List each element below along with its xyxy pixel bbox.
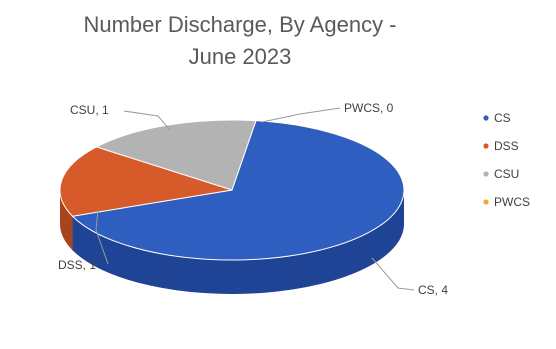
pie-slice-cs bbox=[71, 120, 405, 261]
chart-title-line-1: Number Discharge, By Agency - bbox=[83, 12, 397, 37]
leader-line-csu bbox=[123, 110, 171, 131]
legend-label-cs: CS bbox=[494, 111, 511, 125]
chart-title-line-2: June 2023 bbox=[188, 44, 292, 69]
legend-marker-cs bbox=[483, 115, 489, 121]
data-label-csu: CSU, 1 bbox=[70, 103, 109, 117]
legend-marker-pwcs bbox=[483, 199, 489, 205]
legend-label-pwcs: PWCS bbox=[494, 195, 530, 209]
legend-label-dss: DSS bbox=[494, 139, 519, 153]
pie-slice-dss bbox=[59, 146, 233, 217]
pie-slice-csu bbox=[95, 119, 257, 191]
leader-line-cs bbox=[371, 257, 415, 291]
pie-side-cs bbox=[72, 190, 404, 294]
leader-line-pwcs bbox=[261, 107, 341, 123]
pie-side-dss bbox=[60, 190, 73, 251]
data-label-pwcs: PWCS, 0 bbox=[344, 101, 394, 115]
leader-line-dss bbox=[95, 209, 109, 265]
data-label-cs: CS, 4 bbox=[418, 283, 448, 297]
data-label-dss: DSS, 1 bbox=[58, 258, 96, 272]
legend-marker-dss bbox=[483, 143, 489, 149]
legend-label-csu: CSU bbox=[494, 167, 519, 181]
legend-marker-csu bbox=[483, 171, 489, 177]
